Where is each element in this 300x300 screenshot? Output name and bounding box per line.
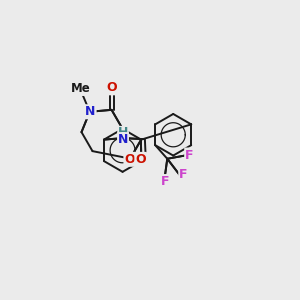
Text: N: N [85, 105, 96, 118]
Text: Me: Me [70, 82, 90, 95]
Text: F: F [179, 168, 188, 181]
Text: N: N [118, 133, 128, 146]
Text: F: F [161, 175, 170, 188]
Text: H: H [118, 127, 128, 140]
Text: F: F [185, 148, 194, 161]
Text: O: O [106, 81, 117, 94]
Text: O: O [124, 153, 135, 166]
Text: O: O [135, 153, 146, 166]
